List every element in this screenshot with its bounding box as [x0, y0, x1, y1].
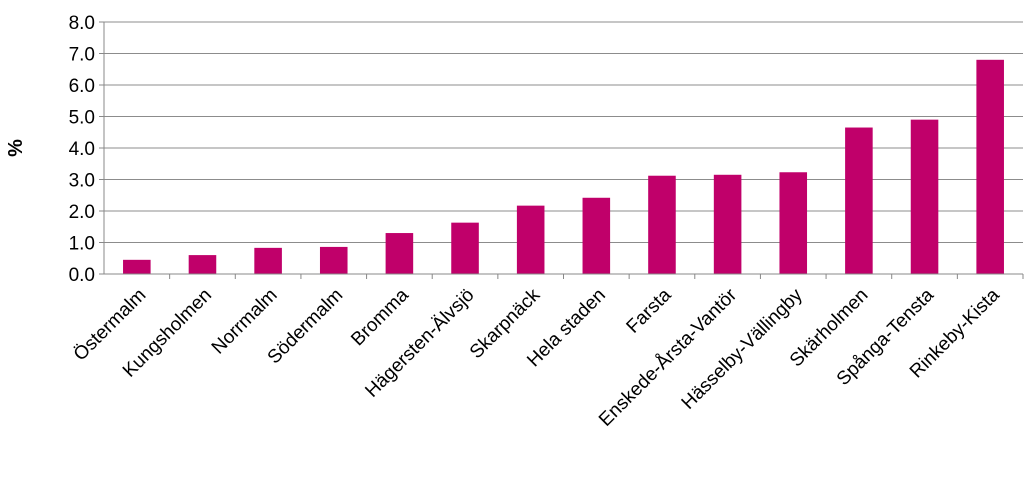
y-tick-label: 8.0: [69, 13, 95, 34]
bar: [910, 119, 939, 275]
y-tick-label: 7.0: [69, 45, 95, 66]
bar: [123, 259, 151, 274]
y-tick-label: 4.0: [69, 139, 95, 160]
bar: [582, 197, 611, 274]
y-tick-label: 6.0: [69, 76, 95, 97]
x-category-label: Bromma: [347, 284, 413, 350]
bar: [648, 175, 676, 274]
y-tick-label: 1.0: [69, 234, 95, 255]
bar: [713, 174, 742, 274]
x-category-label: Farsta: [623, 284, 676, 337]
x-category-label: Hässelby-Vällingby: [678, 284, 807, 413]
bar: [516, 205, 545, 274]
y-tick-label: 5.0: [69, 108, 95, 129]
y-tick-label: 2.0: [69, 202, 95, 223]
x-category-label: Hägersten-Älvsjö: [361, 285, 478, 402]
gridlines: [104, 21, 1023, 243]
bar: [188, 255, 217, 274]
bar: [451, 222, 479, 274]
bar: [845, 127, 873, 275]
y-tick-labels: 0.0 1.0 2.0 3.0 4.0 5.0 6.0 7.0 8.0: [69, 13, 104, 286]
y-axis-title: %: [5, 139, 27, 157]
bars: [123, 59, 1004, 275]
bar: [779, 172, 808, 274]
bar: [319, 246, 348, 274]
bar: [385, 233, 414, 274]
bar: [254, 247, 282, 274]
bar: [976, 59, 1004, 274]
y-tick-label: 0.0: [69, 265, 95, 286]
y-tick-label: 3.0: [69, 171, 95, 192]
